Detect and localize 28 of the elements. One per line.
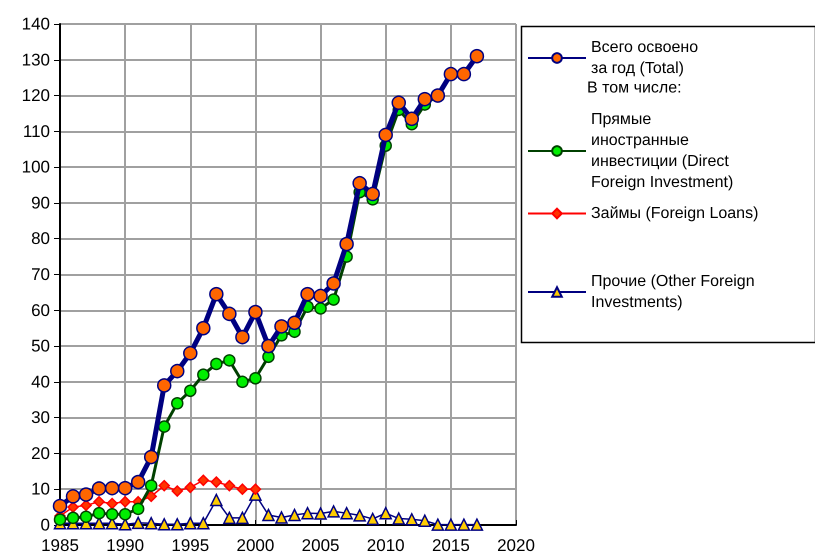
- y-tick-label: 90: [31, 193, 50, 212]
- y-tick-label: 20: [31, 444, 50, 463]
- x-tick-label: 1985: [41, 536, 79, 555]
- legend-label: Прочие (Other Foreign Investments): [591, 273, 760, 311]
- y-tick-label: 70: [31, 265, 50, 284]
- text: В том числе:: [587, 80, 682, 96]
- x-tick-label: 1995: [171, 536, 210, 555]
- y-tick-label: 60: [31, 300, 50, 320]
- legend-label: Всего освоено за год (Total): [591, 39, 703, 77]
- y-tick-label: 30: [31, 408, 50, 428]
- x-tick-label: 2010: [366, 536, 405, 555]
- y-tick-label: 120: [22, 86, 50, 106]
- y-tick-label: 10: [31, 480, 50, 499]
- y-tick-label: 50: [31, 336, 50, 356]
- legend-label: Прямые иностранные инвестиции (Direct Foreign Investment): [591, 111, 734, 191]
- y-tick-label: 110: [22, 122, 50, 141]
- y-tick-label: 130: [22, 50, 50, 70]
- x-tick-label: 2000: [236, 536, 274, 555]
- y-tick-label: 40: [31, 372, 50, 392]
- x-tick-label: 2015: [432, 536, 470, 555]
- y-tick-label: 0: [40, 516, 50, 534]
- x-tick-label: 2020: [497, 536, 535, 555]
- legend-label: Займы (Foreign Loans): [591, 205, 758, 222]
- y-tick-label: 100: [22, 158, 50, 177]
- x-tick-label: 1990: [106, 536, 144, 555]
- y-tick-label: 80: [31, 229, 50, 248]
- y-tick-label: 140: [22, 14, 50, 34]
- x-tick-label: 2005: [302, 536, 340, 555]
